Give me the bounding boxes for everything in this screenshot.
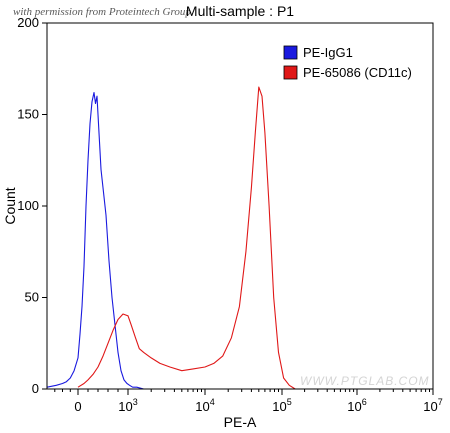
y-tick-label: 100 [17,198,39,213]
x-tick-exponent: 3 [133,397,138,407]
legend-swatch-1 [283,65,298,80]
x-tick-exponent: 5 [287,397,292,407]
x-tick-base: 10 [423,399,437,414]
x-axis-label: PE-A [224,414,257,430]
y-axis-label: Count [2,187,18,224]
plot-frame [46,22,434,390]
x-tick-label: 107 [423,397,442,414]
chart-title: Multi-sample : P1 [186,3,294,19]
y-tick-label: 200 [17,15,39,30]
x-tick-label: 106 [347,397,366,414]
legend-swatch-0 [283,45,298,60]
x-tick-base: 10 [118,399,132,414]
legend-label-0: PE-IgG1 [303,45,353,60]
x-tick-exponent: 4 [210,397,215,407]
x-tick-label: 103 [118,397,137,414]
x-tick-base: 10 [347,399,361,414]
series-line-1 [77,86,296,390]
watermark-text: WWW.PTGLAB.COM [300,374,430,388]
x-tick-base: 0 [74,399,81,414]
x-tick-label: 105 [272,397,291,414]
y-tick-label: 50 [25,290,39,305]
x-tick-base: 10 [195,399,209,414]
legend-label-1: PE-65086 (CD11c) [303,65,412,80]
y-tick-label: 0 [32,381,39,396]
x-tick-label: 104 [195,397,214,414]
image-caption: with permission from Proteintech Group [13,6,191,18]
x-tick-base: 10 [272,399,286,414]
x-tick-exponent: 6 [362,397,367,407]
x-tick-label: 0 [74,399,81,414]
x-tick-exponent: 7 [438,397,443,407]
series-line-0 [46,91,144,390]
y-tick-label: 150 [17,107,39,122]
